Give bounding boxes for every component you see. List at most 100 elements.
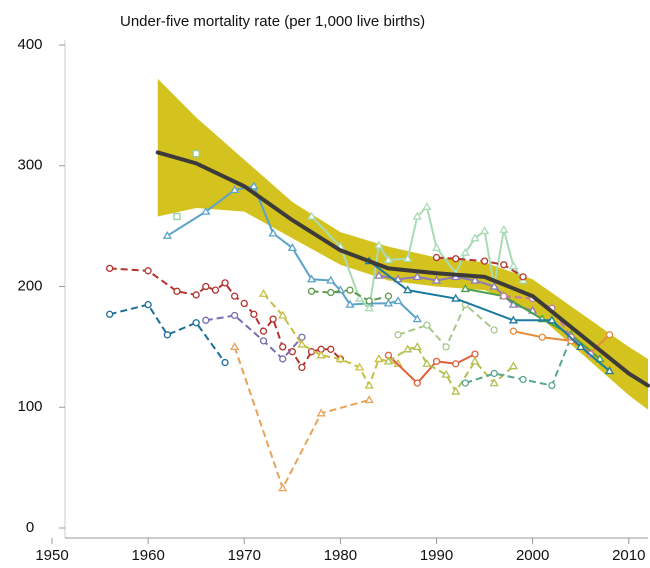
series-line bbox=[166, 185, 418, 320]
point bbox=[480, 257, 489, 265]
point bbox=[441, 369, 451, 378]
point bbox=[354, 362, 365, 371]
point bbox=[519, 375, 527, 384]
point bbox=[306, 274, 317, 283]
point bbox=[278, 483, 288, 492]
point bbox=[298, 333, 306, 341]
point bbox=[412, 342, 422, 351]
point bbox=[452, 255, 460, 263]
point bbox=[460, 284, 470, 293]
point bbox=[508, 361, 519, 370]
series-line bbox=[465, 336, 573, 387]
point bbox=[327, 345, 335, 353]
point bbox=[519, 273, 527, 281]
point bbox=[306, 211, 317, 220]
point bbox=[144, 267, 152, 275]
x-tick-label: 1990 bbox=[420, 547, 453, 564]
point bbox=[605, 331, 614, 339]
point bbox=[451, 293, 461, 302]
point bbox=[460, 247, 470, 256]
point bbox=[258, 288, 269, 297]
point bbox=[192, 150, 200, 158]
point bbox=[490, 369, 498, 378]
point bbox=[202, 282, 210, 291]
point bbox=[423, 321, 431, 329]
point bbox=[500, 261, 508, 269]
point bbox=[413, 379, 421, 387]
point bbox=[279, 343, 287, 351]
point bbox=[298, 363, 306, 372]
point bbox=[106, 264, 114, 273]
x-tick-label: 1970 bbox=[228, 547, 261, 564]
point bbox=[384, 292, 393, 300]
point bbox=[470, 275, 480, 284]
point bbox=[268, 228, 278, 237]
point bbox=[461, 379, 470, 387]
point bbox=[327, 288, 335, 297]
uncertainty-band bbox=[157, 78, 648, 410]
point bbox=[335, 354, 346, 363]
point bbox=[144, 300, 152, 309]
point bbox=[508, 299, 519, 308]
point bbox=[202, 316, 210, 324]
point bbox=[269, 315, 277, 323]
point bbox=[471, 350, 479, 358]
point bbox=[374, 240, 384, 249]
trend-line bbox=[155, 150, 650, 388]
point bbox=[538, 333, 546, 341]
point bbox=[412, 272, 422, 280]
point bbox=[221, 279, 229, 287]
y-tick-label: 300 bbox=[17, 157, 42, 174]
point bbox=[548, 381, 556, 390]
point bbox=[230, 292, 239, 300]
y-tick-label: 0 bbox=[26, 519, 34, 536]
point bbox=[508, 315, 519, 324]
point bbox=[432, 253, 441, 262]
point bbox=[403, 344, 413, 353]
point bbox=[354, 293, 365, 302]
x-tick-label: 2010 bbox=[612, 547, 645, 564]
point bbox=[279, 355, 287, 363]
point bbox=[422, 358, 432, 367]
point bbox=[173, 287, 181, 295]
point bbox=[394, 331, 402, 339]
point bbox=[576, 342, 586, 351]
point bbox=[162, 230, 172, 239]
point bbox=[287, 243, 297, 252]
y-tick-label: 400 bbox=[17, 36, 42, 53]
point bbox=[489, 281, 499, 290]
point bbox=[412, 211, 422, 220]
point bbox=[201, 206, 211, 215]
series-line bbox=[109, 303, 226, 364]
point bbox=[316, 350, 326, 359]
point bbox=[365, 297, 373, 305]
point bbox=[383, 298, 394, 307]
series-line bbox=[397, 302, 495, 349]
point bbox=[508, 261, 519, 270]
point bbox=[479, 226, 490, 235]
y-tick-label: 200 bbox=[17, 277, 42, 294]
y-tick-label: 100 bbox=[17, 398, 42, 415]
point bbox=[346, 286, 354, 294]
point bbox=[221, 358, 229, 367]
point bbox=[470, 233, 480, 242]
point bbox=[240, 299, 248, 308]
point bbox=[278, 310, 288, 319]
x-tick-label: 1950 bbox=[35, 547, 68, 564]
point bbox=[500, 292, 508, 300]
point bbox=[470, 356, 480, 365]
point bbox=[345, 299, 355, 308]
x-tick-label: 2000 bbox=[516, 547, 549, 564]
series-line bbox=[262, 293, 399, 388]
point bbox=[431, 275, 442, 284]
point bbox=[509, 327, 518, 335]
point bbox=[499, 224, 509, 233]
point bbox=[307, 287, 316, 295]
chart-title: Under-five mortality rate (per 1,000 liv… bbox=[120, 13, 425, 30]
point bbox=[316, 408, 326, 417]
point bbox=[230, 342, 240, 351]
point bbox=[250, 310, 258, 318]
point bbox=[259, 337, 268, 345]
point bbox=[374, 270, 384, 279]
